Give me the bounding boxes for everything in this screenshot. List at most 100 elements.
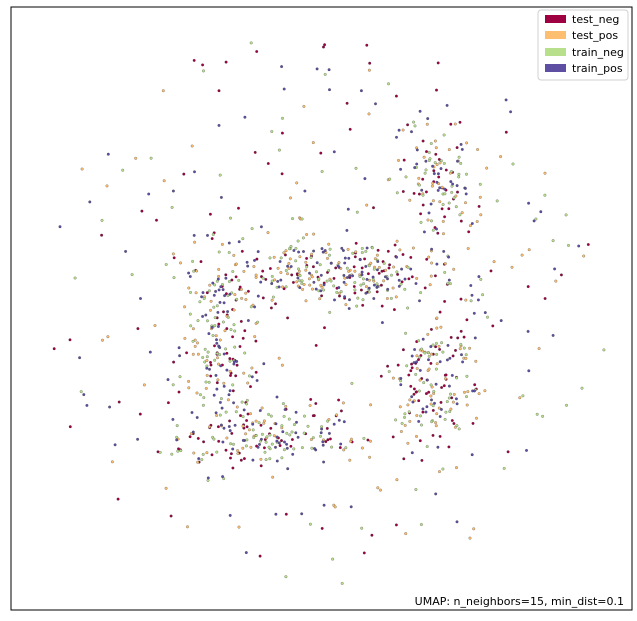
scatter-point-test-pos (382, 279, 386, 283)
scatter-point-test-neg (177, 390, 181, 394)
scatter-point-test-neg (205, 291, 209, 295)
scatter-point-test-neg (242, 457, 246, 461)
scatter-point-test-pos (475, 220, 479, 223)
scatter-point-test-neg (239, 458, 243, 462)
scatter-point-test-pos (341, 401, 345, 405)
scatter-point-train-neg (350, 381, 354, 385)
scatter-point-test-neg (249, 385, 252, 389)
scatter-point-test-pos (234, 262, 238, 266)
scatter-point-test-neg (393, 243, 397, 247)
scatter-point-test-pos (391, 286, 395, 290)
scatter-point-train-pos (476, 298, 480, 302)
scatter-point-test-neg (155, 218, 158, 222)
scatter-point-train-neg (285, 431, 289, 435)
scatter-point-test-pos (193, 240, 197, 244)
scatter-point-test-pos (543, 171, 547, 175)
scatter-point-train-pos (360, 273, 364, 277)
scatter-point-train-neg (405, 364, 409, 368)
scatter-point-train-pos (315, 67, 319, 71)
scatter-point-test-pos (399, 430, 403, 433)
scatter-point-test-neg (235, 363, 239, 367)
scatter-point-test-neg (239, 414, 242, 418)
scatter-point-test-neg (462, 335, 466, 339)
scatter-point-test-pos (262, 421, 266, 425)
scatter-point-train-pos (192, 233, 196, 237)
scatter-point-train-pos (215, 341, 219, 345)
scatter-point-train-neg (417, 389, 421, 393)
scatter-point-test-neg (322, 45, 325, 49)
scatter-point-test-pos (244, 432, 248, 436)
scatter-point-train-neg (440, 341, 444, 345)
scatter-point-test-pos (308, 283, 312, 287)
scatter-point-test-pos (429, 402, 433, 406)
scatter-point-train-neg (354, 166, 358, 170)
scatter-point-train-pos (386, 277, 389, 281)
scatter-point-test-neg (365, 43, 369, 47)
scatter-point-train-pos (435, 227, 438, 231)
scatter-point-test-neg (423, 286, 427, 290)
scatter-point-train-pos (108, 405, 112, 409)
scatter-point-test-neg (429, 361, 433, 365)
scatter-point-test-pos (233, 293, 237, 297)
scatter-point-train-neg (300, 446, 304, 450)
scatter-point-train-neg (243, 351, 247, 355)
scatter-point-train-pos (364, 291, 368, 295)
scatter-point-train-pos (450, 373, 454, 377)
scatter-point-test-neg (325, 426, 329, 430)
scatter-point-train-neg (215, 450, 219, 454)
scatter-point-train-neg (448, 410, 452, 413)
scatter-point-test-neg (237, 206, 240, 210)
scatter-point-test-neg (136, 327, 140, 331)
scatter-point-test-pos (284, 249, 288, 253)
scatter-point-train-neg (284, 575, 288, 579)
scatter-point-test-neg (409, 384, 413, 388)
scatter-point-train-neg (291, 217, 294, 221)
scatter-point-train-neg (298, 279, 302, 283)
scatter-point-train-pos (302, 250, 305, 253)
scatter-point-test-pos (193, 338, 197, 342)
scatter-point-test-neg (172, 256, 176, 260)
scatter-point-test-pos (262, 419, 266, 423)
scatter-point-test-pos (282, 251, 286, 255)
scatter-point-train-pos (242, 408, 246, 412)
scatter-point-train-neg (263, 450, 267, 454)
scatter-point-test-neg (280, 439, 283, 443)
scatter-point-test-pos (225, 436, 229, 440)
scatter-point-test-neg (192, 58, 196, 62)
scatter-point-train-neg (423, 171, 427, 175)
scatter-point-train-pos (425, 405, 429, 409)
scatter-point-test-pos (189, 432, 193, 436)
scatter-point-train-neg (308, 522, 312, 526)
scatter-point-train-neg (433, 161, 437, 165)
scatter-point-train-pos (386, 287, 390, 291)
scatter-point-train-neg (234, 410, 238, 414)
scatter-point-train-pos (372, 297, 376, 300)
scatter-point-test-pos (377, 265, 381, 269)
scatter-point-test-neg (238, 345, 242, 348)
scatter-point-test-neg (309, 397, 313, 401)
scatter-point-train-neg (207, 380, 211, 384)
scatter-point-train-pos (221, 440, 225, 444)
scatter-point-train-pos (577, 244, 581, 248)
scatter-point-test-neg (291, 280, 295, 284)
scatter-point-test-neg (436, 61, 440, 65)
scatter-point-train-pos (259, 280, 263, 284)
scatter-point-train-pos (436, 188, 440, 192)
scatter-point-train-neg (580, 386, 584, 390)
scatter-point-train-pos (282, 87, 286, 91)
scatter-point-test-neg (431, 433, 435, 437)
scatter-point-train-pos (360, 270, 364, 274)
scatter-point-test-neg (447, 445, 451, 449)
scatter-point-test-neg (278, 444, 282, 448)
scatter-point-train-neg (281, 402, 285, 406)
scatter-point-train-neg (417, 339, 421, 343)
scatter-point-test-neg (396, 272, 400, 276)
legend-label-test-neg: test_neg (572, 13, 619, 26)
scatter-point-train-neg (315, 270, 318, 274)
scatter-point-train-neg (203, 360, 207, 364)
scatter-point-test-neg (286, 316, 290, 320)
scatter-point-test-pos (408, 419, 412, 423)
scatter-point-test-pos (281, 285, 285, 289)
scatter-point-test-pos (191, 327, 195, 331)
